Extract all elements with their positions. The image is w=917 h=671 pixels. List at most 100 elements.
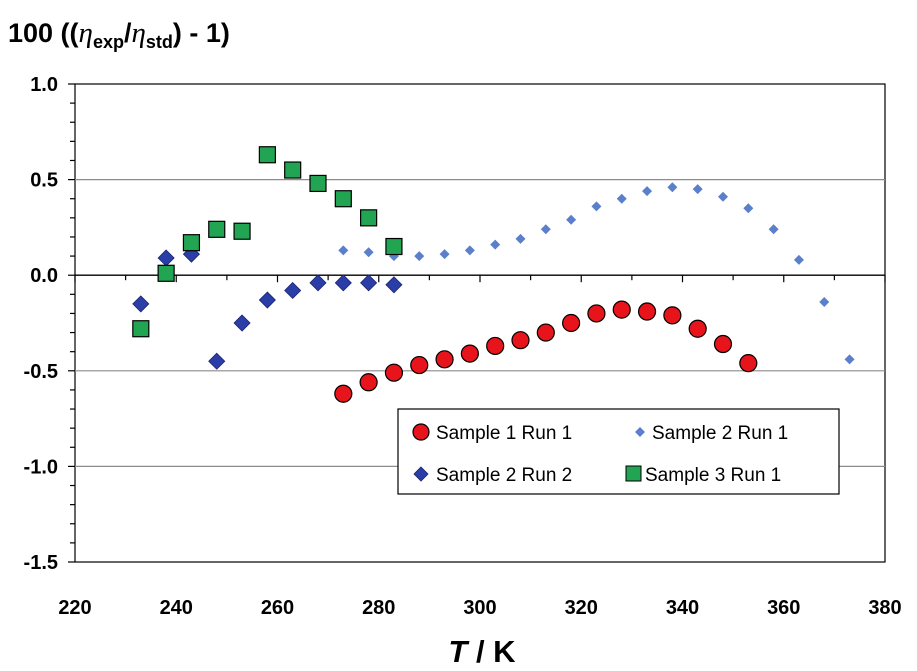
data-point: [612, 300, 631, 319]
data-point: [713, 334, 733, 354]
data-point: [688, 319, 707, 338]
x-tick-label: 220: [58, 597, 91, 619]
y-tick-label: -0.5: [24, 361, 58, 383]
x-axis-title: T / K: [448, 634, 516, 669]
legend-label-sample-3-run-1: Sample 3 Run 1: [645, 465, 781, 486]
data-point: [414, 251, 425, 262]
data-point: [515, 233, 526, 244]
legend-marker-sample-2-run-1: [635, 427, 645, 437]
data-point: [309, 274, 327, 292]
data-point: [663, 306, 682, 325]
y-axis-title: 100 ((ηexp/ηstd) - 1): [8, 17, 230, 52]
x-axis-ticks: [74, 275, 886, 283]
data-point: [536, 323, 555, 342]
data-point: [157, 264, 175, 282]
data-point: [591, 201, 602, 212]
legend-marker-sample-1-run-1: [412, 423, 430, 441]
x-tick-label: 300: [463, 597, 496, 619]
data-point: [258, 146, 276, 164]
x-axis-title-variable: T: [448, 634, 470, 669]
y-axis-ticks: [68, 83, 75, 563]
data-point: [309, 174, 327, 193]
data-point: [562, 313, 581, 333]
y-tick-label: -1.0: [24, 456, 58, 478]
data-point: [338, 245, 349, 256]
x-axis-tick-labels: 220 240 260 280 300 320 340 360 380: [58, 597, 901, 619]
data-point: [464, 245, 475, 256]
y-tick-label: -1.5: [24, 552, 58, 574]
legend: Sample 1 Run 1 Sample 2 Run 1 Sample 2 R…: [397, 408, 840, 495]
data-point: [768, 224, 779, 235]
y-axis-title-slash: /: [124, 18, 132, 48]
data-point: [637, 302, 657, 321]
y-axis-title-sub-std: std: [146, 32, 173, 52]
data-point: [460, 344, 479, 363]
y-tick-label: 1.0: [30, 74, 58, 96]
y-axis-title-suffix: ) - 1): [173, 18, 230, 48]
data-point: [360, 274, 378, 292]
x-axis-title-unit: / K: [467, 634, 516, 669]
x-tick-label: 260: [261, 597, 294, 619]
data-point: [439, 249, 450, 260]
series-sample-2-run-1: [338, 182, 855, 365]
data-point: [793, 254, 804, 265]
data-point: [360, 209, 378, 227]
data-point: [385, 237, 403, 256]
data-point: [233, 222, 251, 240]
data-point: [132, 295, 150, 313]
series-sample-2-run-2: [132, 245, 403, 370]
data-point: [132, 320, 150, 338]
data-point: [667, 182, 678, 193]
data-point: [208, 352, 226, 370]
data-point: [540, 224, 551, 235]
data-point: [642, 186, 653, 197]
x-tick-label: 280: [362, 597, 395, 619]
data-point: [284, 161, 302, 179]
data-point: [435, 350, 454, 369]
data-point: [718, 191, 728, 202]
series-sample-3-run-1: [132, 146, 403, 338]
y-axis-title-sub-exp: exp: [93, 32, 124, 52]
data-point: [511, 331, 530, 350]
data-point: [739, 354, 758, 373]
plot-frame: [74, 83, 886, 563]
legend-label-sample-2-run-2: Sample 2 Run 2: [436, 465, 572, 486]
legend-marker-sample-3-run-1: [625, 465, 642, 482]
y-tick-label: 0.5: [30, 170, 58, 192]
legend-label-sample-1-run-1: Sample 1 Run 1: [436, 423, 572, 444]
data-point: [587, 304, 606, 323]
data-point: [233, 314, 251, 332]
legend-label-sample-2-run-1: Sample 2 Run 1: [652, 423, 788, 444]
data-point: [410, 355, 429, 375]
data-point: [384, 363, 404, 382]
x-tick-label: 380: [868, 597, 901, 619]
x-tick-label: 360: [767, 597, 800, 619]
data-point: [819, 296, 830, 307]
x-tick-label: 320: [565, 597, 598, 619]
x-tick-label: 240: [160, 597, 193, 619]
data-point: [334, 384, 353, 403]
data-point: [692, 184, 703, 195]
data-point: [182, 234, 201, 252]
y-axis-tick-labels: 1.0 0.5 0.0 -0.5 -1.0 -1.5: [24, 74, 58, 574]
data-point: [258, 291, 276, 309]
data-point: [566, 214, 577, 225]
data-point: [334, 190, 352, 208]
data-point: [359, 373, 378, 392]
y-axis-title-eta-std: η: [131, 17, 145, 49]
data-point: [743, 203, 754, 214]
data-point: [490, 239, 501, 250]
data-point: [385, 276, 403, 294]
data-point: [486, 336, 505, 356]
data-point: [363, 247, 374, 258]
data-point: [208, 220, 226, 238]
legend-marker-sample-2-run-2: [413, 466, 429, 482]
x-tick-label: 340: [666, 597, 699, 619]
series-layer: [132, 146, 855, 403]
legend-box: [397, 408, 840, 495]
data-point: [334, 274, 352, 292]
data-point: [616, 193, 627, 204]
y-axis-title-prefix: 100 ((: [8, 18, 79, 48]
series-sample-1-run-1: [334, 300, 758, 403]
